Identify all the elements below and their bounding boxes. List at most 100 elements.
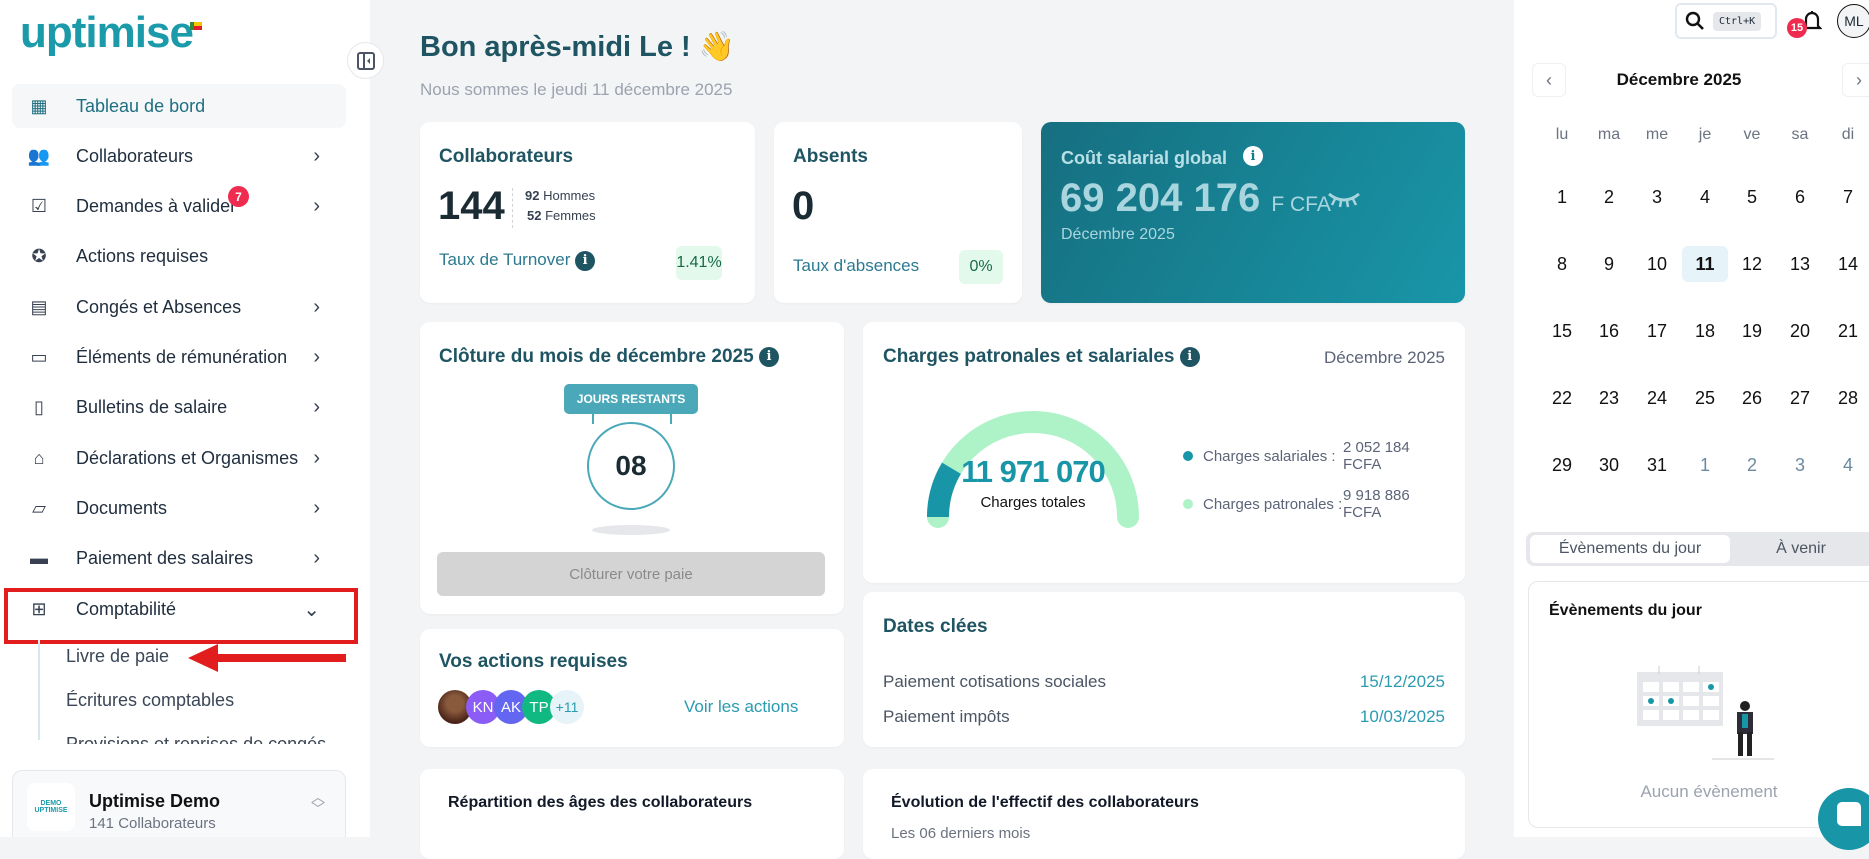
calendar-day[interactable]: 3 <box>1651 187 1662 207</box>
calendar-day[interactable]: 8 <box>1556 254 1567 274</box>
sidebar-item-9[interactable]: ▬ Paiement des salaires › <box>12 537 346 581</box>
calendar-day[interactable]: 27 <box>1789 388 1811 408</box>
search-button[interactable]: Ctrl+K <box>1675 3 1777 39</box>
organization-switcher[interactable]: DEMO UPTIMISE Uptimise Demo 141 Collabor… <box>12 770 346 837</box>
org-logo: DEMO UPTIMISE <box>27 783 75 831</box>
calendar-day[interactable]: 2 <box>1603 187 1614 207</box>
sidebar-item-2[interactable]: ☑ Demandes à valider › <box>12 185 346 229</box>
sidebar-item-label: Collaborateurs <box>76 145 194 166</box>
next-month-button[interactable]: › <box>1842 63 1869 97</box>
sidebar-item-6[interactable]: ▯ Bulletins de salaire › <box>12 386 346 430</box>
tab-today-events[interactable]: Évènements du jour <box>1530 535 1730 563</box>
current-date: Nous sommes le jeudi 11 décembre 2025 <box>420 80 733 99</box>
calendar-day[interactable]: 6 <box>1794 187 1805 207</box>
sidebar-item-label: Éléments de rémunération <box>76 347 288 367</box>
key-date-label: Paiement cotisations sociales <box>883 672 1107 691</box>
calendar-icon: ▤ <box>30 296 48 317</box>
more-avatars: +11 <box>550 690 584 724</box>
calendar-day[interactable]: 1 <box>1556 187 1567 207</box>
remaining-days-badge: JOURS RESTANTS <box>564 384 698 414</box>
calendar-day[interactable]: 30 <box>1598 455 1620 475</box>
calendar-day[interactable]: 14 <box>1837 254 1859 274</box>
card-subtitle: Les 06 derniers mois <box>891 825 1031 842</box>
calendar-month: Décembre 2025 <box>1616 70 1742 89</box>
calendar-day[interactable]: 9 <box>1603 254 1614 274</box>
absence-rate-label: Taux d'absences <box>793 256 920 275</box>
calendar-day[interactable]: 23 <box>1598 388 1620 408</box>
chevron-right-icon: › <box>313 295 320 318</box>
gauge-salariales-arc <box>927 411 1139 518</box>
key-date-value: 15/12/2025 <box>1359 672 1445 691</box>
info-icon[interactable]: i <box>758 346 779 367</box>
calendar-day[interactable]: 29 <box>1551 455 1573 475</box>
sidebar-item-1[interactable]: 👥 Collaborateurs › <box>12 134 346 178</box>
calendar-day[interactable]: 11 <box>1682 246 1728 282</box>
calendar-day[interactable]: 7 <box>1842 187 1853 207</box>
tab-upcoming[interactable]: À venir <box>1776 540 1826 557</box>
calendar-day[interactable]: 20 <box>1789 321 1811 341</box>
calendar-day[interactable]: 31 <box>1646 455 1668 475</box>
right-panel: Ctrl+K 15 ML ‹ Décembre 2025 › lu ma me je v… <box>1514 0 1869 850</box>
sidebar-item-0[interactable]: ▦ Tableau de bord <box>12 84 346 128</box>
calendar-day[interactable]: 15 <box>1551 321 1573 341</box>
calendar-day[interactable]: 24 <box>1646 388 1668 408</box>
calendar-day[interactable]: 13 <box>1789 254 1811 274</box>
collapse-sidebar-button[interactable] <box>347 42 384 79</box>
info-icon[interactable]: i <box>1243 146 1263 166</box>
calendar-day[interactable]: 12 <box>1741 254 1763 274</box>
sidebar-item-10[interactable]: ⊞ Comptabilité ⌄ <box>12 587 346 631</box>
eye-closed-icon[interactable] <box>1327 190 1361 210</box>
calendar-day[interactable]: 21 <box>1837 321 1859 341</box>
sidebar: uptimise ▦ Tableau de bord 👥 Collaborateurs… <box>0 0 370 837</box>
info-icon[interactable]: i <box>575 250 596 271</box>
info-icon[interactable]: i <box>1179 346 1200 367</box>
calendar-day[interactable]: 25 <box>1694 388 1716 408</box>
sidebar-item-4[interactable]: ▤ Congés et Absences › <box>12 285 346 329</box>
calendar-day[interactable]: 4 <box>1699 187 1710 207</box>
calendar-day[interactable]: 18 <box>1694 321 1716 341</box>
calendar-day[interactable]: 2 <box>1746 455 1757 475</box>
calendar-day[interactable]: 4 <box>1842 455 1853 475</box>
calendar-day[interactable]: 22 <box>1551 388 1573 408</box>
chat-button[interactable] <box>1818 788 1869 850</box>
sidebar-item-3[interactable]: ✪ Actions requises <box>12 235 346 279</box>
calendar-day[interactable]: 28 <box>1837 388 1859 408</box>
sidebar-item-7[interactable]: ⌂ Déclarations et Organismes › <box>12 436 346 480</box>
collaborateurs-card: Collaborateurs 144 92 Hommes 52 Femmes T… <box>420 122 755 303</box>
sidebar-item-label: Actions requises <box>76 246 209 267</box>
calendar-day[interactable]: 17 <box>1646 321 1668 341</box>
shadow <box>592 525 670 535</box>
charges-total-label: Charges totales <box>980 494 1086 511</box>
calendar-day[interactable]: 10 <box>1646 254 1668 274</box>
user-avatar[interactable]: ML <box>1837 4 1869 38</box>
sidebar-subitem-provisions[interactable]: Provisions et reprises de congés <box>66 734 327 744</box>
sidebar-item-5[interactable]: ▭ Éléments de rémunération › <box>12 336 346 380</box>
calendar-day[interactable]: 1 <box>1699 455 1710 475</box>
calendar-day[interactable]: 5 <box>1746 187 1757 207</box>
view-actions-link[interactable]: Voir les actions <box>684 697 799 716</box>
chat-icon <box>1837 802 1861 826</box>
calendar-day[interactable]: 26 <box>1741 388 1763 408</box>
sidebar-item-8[interactable]: ▱ Documents › <box>12 486 346 530</box>
calendar-day[interactable]: 16 <box>1598 321 1620 341</box>
events-card: Évènements du jour Aucun évènement <box>1528 581 1869 828</box>
calendar-day[interactable]: 19 <box>1741 321 1763 341</box>
card-title: Clôture du mois de décembre 2025 i <box>439 346 779 368</box>
close-payroll-button[interactable]: Clôturer votre paie <box>437 552 825 596</box>
sidebar-item-label: Demandes à valider <box>76 196 237 217</box>
bell-icon[interactable] <box>1802 10 1822 32</box>
charges-legend: Charges salariales :2 052 184 FCFA Charg… <box>1183 432 1433 528</box>
absents-card: Absents 0 Taux d'absences 0% <box>774 122 1022 303</box>
sidebar-item-label: Bulletins de salaire <box>76 397 228 418</box>
sidebar-collapse-icon <box>356 51 375 70</box>
chevron-right-icon: › <box>313 547 320 570</box>
calendar-day[interactable]: 3 <box>1794 455 1805 475</box>
prev-month-button[interactable]: ‹ <box>1532 63 1566 97</box>
sidebar-subitem-livre-de-paie[interactable]: Livre de paie <box>66 646 170 666</box>
turnover-rate: 1.41% <box>676 246 722 280</box>
card-title: Collaborateurs <box>439 146 574 167</box>
charges-period: Décembre 2025 <box>1324 348 1445 367</box>
users-icon: 👥 <box>27 145 51 166</box>
legend-dot <box>1183 499 1193 509</box>
sidebar-subitem-ecritures-comptables[interactable]: Écritures comptables <box>66 690 235 710</box>
